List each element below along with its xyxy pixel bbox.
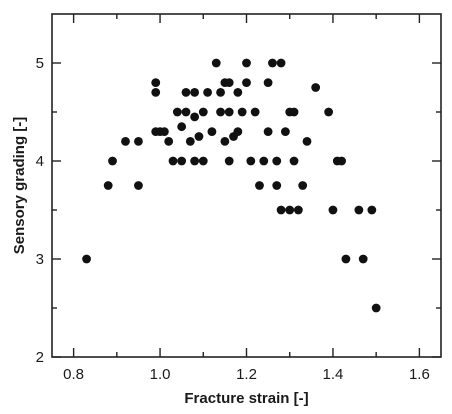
data-point [237, 107, 247, 117]
data-point [190, 112, 200, 122]
data-point [276, 205, 286, 215]
data-point [203, 88, 213, 97]
data-point [134, 137, 143, 146]
data-point [272, 156, 282, 166]
data-point [207, 127, 217, 136]
data-point [324, 107, 334, 117]
data-point [82, 254, 91, 264]
x-tick-label: 1.2 [236, 366, 257, 383]
data-point [103, 181, 113, 190]
data-point [289, 156, 299, 166]
x-tick-label: 1.6 [409, 366, 430, 383]
data-point [177, 156, 187, 166]
x-tick-label: 1.4 [323, 366, 344, 383]
y-tick-label: 2 [36, 349, 44, 366]
data-point [311, 83, 321, 92]
data-point [190, 156, 200, 166]
data-point [198, 107, 208, 117]
data-point [259, 156, 269, 166]
data-point [263, 127, 273, 136]
data-point [276, 58, 286, 68]
data-point [233, 127, 243, 136]
data-point [172, 107, 182, 117]
data-point [272, 181, 282, 190]
axis-ticks [52, 14, 441, 358]
data-point [181, 88, 191, 97]
data-point [298, 181, 308, 190]
data-point [328, 205, 338, 215]
data-point [255, 181, 264, 190]
data-point [302, 137, 312, 146]
data-point [159, 127, 169, 136]
data-point [337, 156, 346, 166]
data-point [134, 181, 143, 190]
data-point [246, 156, 256, 166]
data-point [190, 88, 200, 97]
data-point [181, 107, 191, 117]
x-tick-label: 0.8 [63, 366, 84, 383]
data-point [151, 78, 161, 87]
data-point [268, 58, 277, 68]
data-point [220, 137, 230, 146]
data-point [281, 127, 290, 136]
data-point [216, 107, 225, 117]
data-point [194, 132, 204, 141]
data-point [168, 156, 178, 166]
data-point [242, 78, 251, 87]
data-point [216, 88, 225, 97]
y-axis-label: Sensory grading [-] [11, 117, 28, 255]
y-tick-label: 3 [36, 251, 44, 268]
data-point [198, 156, 208, 166]
data-points [82, 58, 381, 313]
data-point [242, 58, 251, 68]
data-point [250, 107, 260, 117]
data-point [164, 137, 174, 146]
data-point [263, 78, 273, 87]
data-point [151, 88, 161, 97]
data-point [293, 205, 303, 215]
data-point [289, 107, 299, 117]
data-point [224, 78, 234, 87]
y-tick-label: 4 [36, 153, 44, 170]
data-point [224, 107, 234, 117]
y-tick-label: 5 [36, 55, 44, 72]
data-point [354, 205, 364, 215]
data-point [371, 303, 381, 313]
data-point [233, 88, 243, 97]
data-point [108, 156, 117, 166]
data-point [211, 58, 221, 68]
data-point [341, 254, 351, 264]
data-point [358, 254, 368, 264]
x-axis-label: Fracture strain [-] [184, 390, 308, 407]
data-point [177, 122, 187, 132]
data-point [285, 205, 295, 215]
data-point [224, 156, 234, 166]
data-point [185, 137, 195, 146]
tick-labels: 0.8 1.0 1.2 1.4 1.6 2 3 4 5 [36, 55, 430, 383]
data-point [367, 205, 377, 215]
data-point [121, 137, 130, 146]
x-tick-label: 1.0 [150, 366, 171, 383]
